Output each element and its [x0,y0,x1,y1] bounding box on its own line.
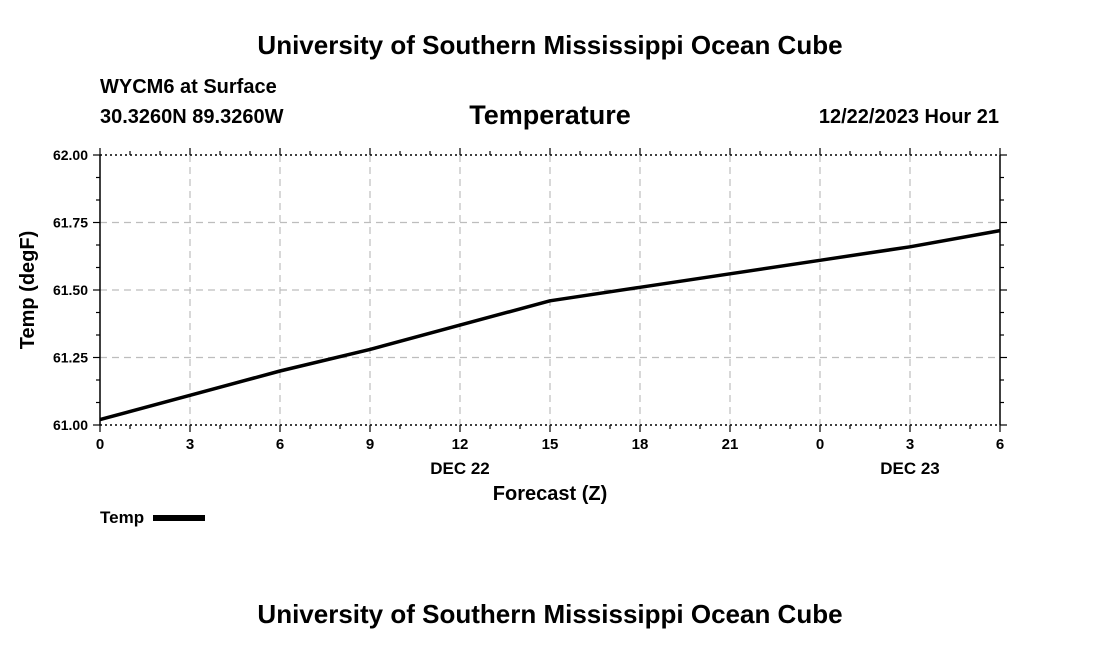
x-tick-label: 18 [632,436,649,453]
x-tick-label: 3 [186,436,194,453]
x-tick-label: 6 [996,436,1004,453]
datetime-label: 12/22/2023 Hour 21 [818,106,999,128]
y-tick-label: 61.75 [53,215,88,231]
tick-labels: 61.00 61.25 61.50 61.75 62.00 0 3 6 9 12 15 18 21 0 3 6… [53,147,1004,478]
x-tick-label: 0 [816,436,824,453]
legend-swatch [153,515,206,521]
coordinates-label: 30.3260N 89.3260W [100,106,284,128]
x-axis-title: Forecast (Z) [493,483,607,505]
y-tick-label: 62.00 [53,147,88,163]
legend: Temp [100,508,206,528]
x-tick-label: 21 [722,436,739,453]
series-layer [99,228,1001,422]
footer-title: University of Southern Mississippi Ocean… [257,599,843,629]
chart-title: Temperature [469,100,631,130]
x-tick-label: 0 [96,436,104,453]
y-tick-label: 61.50 [53,282,88,298]
y-tick-label: 61.25 [53,350,88,366]
x-tick-label: 12 [452,436,469,453]
x-tick-label: 6 [276,436,284,453]
y-axis-title: Temp (degF) [17,231,39,350]
x-tick-label: 3 [906,436,914,453]
date-label: DEC 22 [430,459,490,478]
legend-label: Temp [100,508,145,527]
axes [93,148,1007,432]
station-label: WYCM6 at Surface [100,76,277,98]
page-title: University of Southern Mississippi Ocean… [257,30,843,60]
y-tick-label: 61.00 [53,417,88,433]
grid [100,155,1000,425]
x-tick-label: 9 [366,436,374,453]
date-label: DEC 23 [880,459,940,478]
x-tick-label: 15 [542,436,559,453]
